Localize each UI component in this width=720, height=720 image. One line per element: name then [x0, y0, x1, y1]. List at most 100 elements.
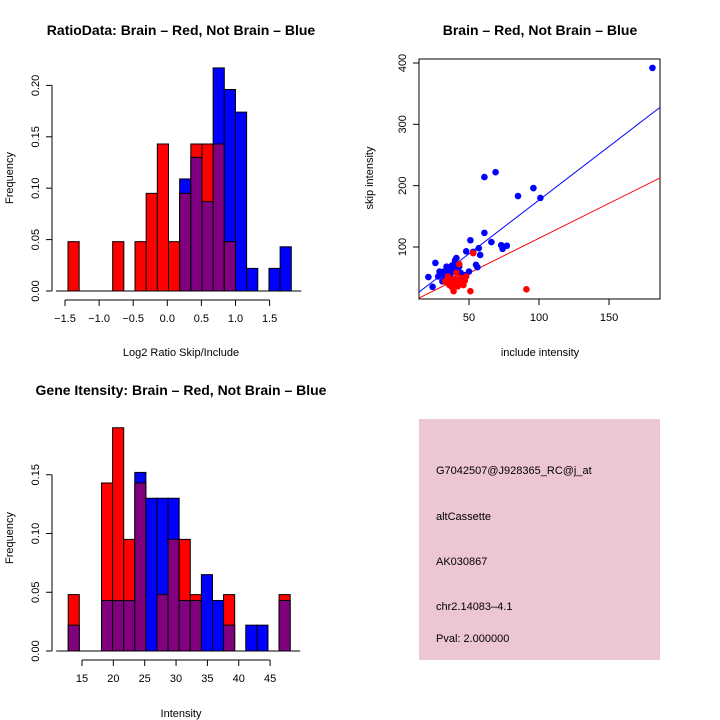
x-tick-label: 40	[233, 673, 245, 685]
overlap-bar	[123, 599, 136, 652]
not-brain-point	[514, 192, 522, 200]
brain-bar	[156, 143, 169, 292]
x-tick-label: 30	[170, 673, 182, 685]
overlap-bar	[112, 599, 125, 652]
brain-point	[444, 273, 452, 280]
x-tick-label: 35	[201, 673, 213, 685]
overlap-bar	[156, 594, 169, 652]
overlap-bar	[223, 624, 236, 652]
x-tick-label: 1.0	[228, 313, 243, 325]
not-brain-point	[443, 263, 450, 270]
overlap-bar	[278, 599, 291, 652]
brain-bar	[112, 241, 125, 292]
pval-text: Pval: 2.000000	[436, 633, 509, 645]
not-brain-bar	[234, 111, 248, 292]
brain-point	[453, 269, 460, 277]
x-tick-label: −1.5	[54, 313, 76, 325]
not-brain-bar	[245, 624, 258, 652]
x-tick-label: 15	[76, 673, 88, 685]
overlap-bar	[179, 192, 192, 292]
x-tick-label: 0.0	[160, 313, 175, 325]
not-brain-point	[476, 251, 484, 259]
scatter-title: Brain – Red, Not Brain – Blue	[443, 22, 638, 38]
y-tick-label: 100	[397, 238, 409, 256]
not-brain-point	[429, 283, 436, 291]
ratio-histogram-bars	[56, 67, 302, 292]
ratio-histogram-title: RatioData: Brain – Red, Not Brain – Blue	[47, 22, 316, 38]
not-brain-point	[492, 168, 499, 176]
accession: AK030867	[436, 556, 487, 568]
gene-histogram-xlabel: Intensity	[161, 708, 202, 720]
gene-histogram-bars	[56, 427, 301, 652]
gene-histogram-panel: Gene Itensity: Brain – Red, Not Brain – …	[4, 382, 327, 720]
ratio-histogram-panel: RatioData: Brain – Red, Not Brain – Blue…	[4, 22, 315, 359]
event-type: altCassette	[436, 511, 491, 523]
x-tick-label: −0.5	[122, 313, 144, 325]
x-tick-label: −1.0	[88, 313, 110, 325]
not-brain-point	[465, 268, 473, 275]
scatter-xlabel: include intensity	[501, 347, 580, 359]
chromosome-location: chr2.14083–4.1	[436, 601, 512, 613]
brain-bar	[67, 241, 80, 292]
scatter-panel: Brain – Red, Not Brain – Blue 50 100 150 10…	[364, 22, 661, 359]
overlap-bar	[223, 241, 236, 292]
not-brain-point	[649, 64, 656, 72]
brain-point	[460, 281, 467, 289]
brain-bar	[167, 241, 181, 292]
y-tick-label: 0.15	[30, 126, 42, 147]
not-brain-point	[481, 229, 488, 237]
brain-point	[441, 278, 449, 285]
not-brain-point	[467, 236, 474, 244]
x-tick-label: 25	[139, 673, 151, 685]
y-tick-label: 0.15	[30, 464, 42, 485]
brain-point	[462, 273, 470, 280]
brain-point	[467, 287, 474, 295]
x-tick-label: 150	[600, 312, 618, 324]
not-brain-point	[488, 238, 495, 246]
overlap-bar	[134, 482, 147, 652]
overlap-bar	[190, 156, 203, 292]
x-tick-label: 20	[107, 673, 119, 685]
overlap-bar	[167, 538, 180, 652]
overlap-bar	[212, 143, 225, 292]
not-brain-bar	[246, 267, 259, 292]
gene-histogram-ylabel: Frequency	[4, 512, 16, 564]
scatter-ylabel: skip intensity	[364, 146, 376, 209]
not-brain-bar	[200, 574, 213, 652]
scatter-points	[425, 64, 656, 295]
not-brain-point	[474, 263, 481, 271]
overlap-bar	[201, 201, 214, 292]
x-tick-label: 50	[463, 312, 475, 324]
y-tick-label: 0.05	[30, 229, 42, 250]
x-tick-label: 1.5	[262, 313, 277, 325]
scatter-axes: 50 100 150 100 200 300 400	[397, 54, 618, 324]
x-tick-label: 45	[264, 673, 276, 685]
probe-id: G7042507@J928365_RC@j_at	[436, 465, 592, 477]
not-brain-bar	[268, 267, 281, 292]
not-brain-point	[530, 184, 537, 192]
brain-bar	[145, 192, 158, 292]
brain-point	[469, 249, 477, 257]
y-tick-label: 200	[397, 176, 409, 194]
y-tick-label: 0.05	[30, 582, 42, 603]
gene-histogram-axes: 0.00 0.05 0.10 0.15 15 20 25 30 35 40 45	[30, 464, 276, 685]
not-brain-bar	[256, 624, 269, 652]
not-brain-point	[499, 245, 506, 253]
y-tick-label: 0.00	[30, 640, 42, 661]
overlap-bar	[178, 599, 191, 652]
y-tick-label: 0.20	[30, 75, 42, 96]
ratio-histogram-axes: 0.00 0.05 0.10 0.15 0.20 −1.5 −1.0 −0.5 0.0 0.5 1.…	[30, 75, 277, 325]
info-box: G7042507@J928365_RC@j_at altCassette AK0…	[419, 419, 660, 660]
y-tick-label: 400	[397, 54, 409, 72]
x-tick-label: 0.5	[194, 313, 209, 325]
not-brain-bar	[279, 246, 292, 292]
y-tick-label: 0.10	[30, 523, 42, 544]
not-brain-bar	[145, 497, 158, 652]
brain-bar	[134, 241, 147, 292]
info-box-background	[419, 419, 660, 660]
brain-point	[523, 286, 530, 293]
y-tick-label: 300	[397, 115, 409, 133]
overlap-bar	[100, 599, 114, 652]
not-brain-point	[436, 268, 443, 275]
